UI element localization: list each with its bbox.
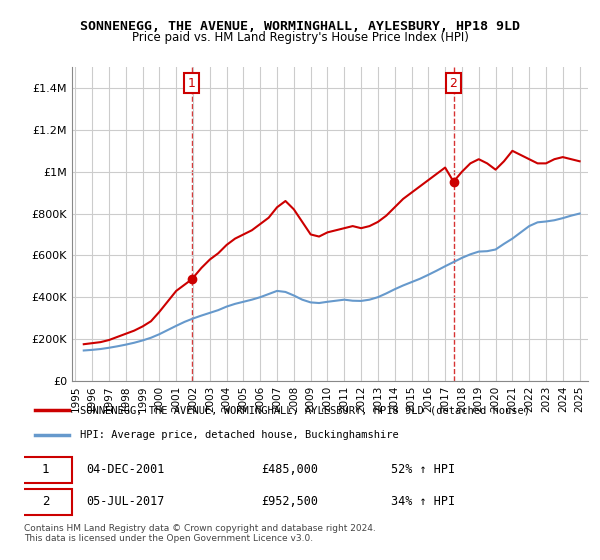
FancyBboxPatch shape bbox=[19, 457, 72, 483]
Text: 1: 1 bbox=[188, 77, 196, 90]
Text: 04-DEC-2001: 04-DEC-2001 bbox=[86, 463, 164, 476]
Text: 34% ↑ HPI: 34% ↑ HPI bbox=[391, 496, 455, 508]
Text: HPI: Average price, detached house, Buckinghamshire: HPI: Average price, detached house, Buck… bbox=[80, 430, 399, 440]
Text: Price paid vs. HM Land Registry's House Price Index (HPI): Price paid vs. HM Land Registry's House … bbox=[131, 31, 469, 44]
Text: £485,000: £485,000 bbox=[261, 463, 318, 476]
Text: SONNENEGG, THE AVENUE, WORMINGHALL, AYLESBURY, HP18 9LD: SONNENEGG, THE AVENUE, WORMINGHALL, AYLE… bbox=[80, 20, 520, 32]
FancyBboxPatch shape bbox=[19, 489, 72, 515]
Text: £952,500: £952,500 bbox=[261, 496, 318, 508]
Text: 2: 2 bbox=[449, 77, 457, 90]
Text: 05-JUL-2017: 05-JUL-2017 bbox=[86, 496, 164, 508]
Text: 2: 2 bbox=[41, 496, 49, 508]
Text: Contains HM Land Registry data © Crown copyright and database right 2024.
This d: Contains HM Land Registry data © Crown c… bbox=[24, 524, 376, 543]
Text: SONNENEGG, THE AVENUE, WORMINGHALL, AYLESBURY, HP18 9LD (detached house): SONNENEGG, THE AVENUE, WORMINGHALL, AYLE… bbox=[80, 405, 530, 416]
Text: 52% ↑ HPI: 52% ↑ HPI bbox=[391, 463, 455, 476]
Text: 1: 1 bbox=[41, 463, 49, 476]
